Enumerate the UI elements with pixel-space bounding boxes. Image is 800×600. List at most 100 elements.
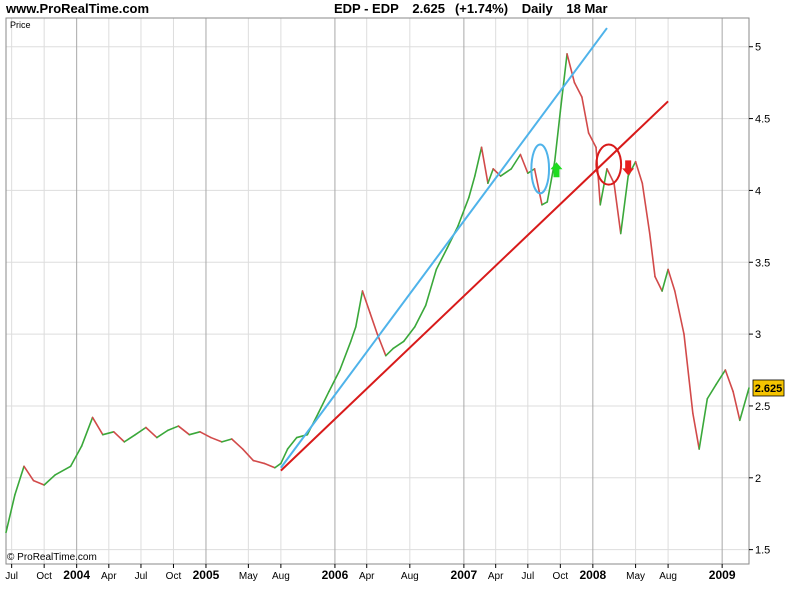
- site-title[interactable]: www.ProRealTime.com: [6, 1, 150, 16]
- x-tick-label: Apr: [359, 571, 375, 582]
- price-segment: [724, 369, 734, 393]
- price-segment: [661, 268, 669, 292]
- price-segment: [5, 494, 16, 534]
- y-tick-label: 3: [755, 329, 761, 341]
- x-tick-label: May: [239, 571, 258, 582]
- price-segment: [413, 304, 427, 328]
- price-segment: [599, 168, 608, 206]
- price-segment: [732, 390, 741, 422]
- price-segment: [654, 275, 663, 292]
- price-series: [5, 53, 750, 534]
- price-segment: [692, 412, 700, 450]
- y-tick-label: 1.5: [755, 545, 770, 557]
- price-segment: [606, 168, 615, 185]
- ellipse-blue: [530, 143, 551, 195]
- price-segment: [474, 146, 483, 177]
- price-segment: [385, 347, 395, 357]
- y-tick-label: 2: [755, 473, 761, 485]
- x-tick-label: May: [626, 571, 645, 582]
- price-segment: [230, 438, 244, 450]
- price-segment: [112, 431, 126, 443]
- x-tick-label: Jul: [135, 571, 148, 582]
- x-tick-label: Oct: [166, 571, 182, 582]
- y-tick-label: 5: [755, 42, 761, 54]
- up-arrow-icon: [550, 162, 563, 178]
- price-segment: [706, 383, 717, 400]
- price-segment: [102, 431, 115, 436]
- last-price-badge-label: 2.625: [755, 383, 783, 395]
- price-segment: [210, 436, 223, 443]
- price-segment: [14, 465, 25, 496]
- price-segment: [286, 436, 298, 450]
- price-segment: [435, 247, 449, 271]
- price-segment: [487, 168, 495, 185]
- price-segment: [613, 182, 622, 235]
- price-segment: [80, 416, 94, 447]
- x-tick-label: Oct: [36, 571, 52, 582]
- price-segment: [354, 290, 364, 328]
- trendline-fast: [280, 27, 608, 469]
- copyright-label: © ProRealTime.com: [7, 552, 97, 563]
- price-segment: [188, 431, 201, 436]
- x-tick-label: Apr: [488, 571, 504, 582]
- x-tick-label: 2004: [63, 568, 90, 582]
- x-tick-label: 2006: [322, 568, 349, 582]
- y-tick-label: 4: [755, 185, 761, 197]
- price-segment: [457, 196, 470, 228]
- price-segment: [648, 232, 656, 278]
- price-segment: [339, 340, 352, 371]
- x-tick-label: 2009: [709, 568, 736, 582]
- period-label: Daily: [521, 1, 553, 16]
- price-segment: [739, 387, 750, 422]
- price-segment: [252, 459, 266, 465]
- price-segment: [199, 431, 212, 439]
- x-tick-label: Jul: [5, 571, 18, 582]
- price-segment: [376, 333, 387, 357]
- price-segment: [177, 425, 191, 436]
- price-segment: [581, 96, 590, 134]
- x-tick-label: Aug: [272, 571, 290, 582]
- price-segment: [566, 53, 576, 84]
- price-segment: [134, 426, 147, 436]
- last-price-badge: [752, 379, 785, 397]
- price-segment: [641, 182, 651, 235]
- x-tick-label: Aug: [659, 571, 677, 582]
- price-segment: [468, 175, 476, 199]
- price-segment: [480, 146, 489, 185]
- ellipse-red: [595, 143, 623, 186]
- price-segment: [263, 462, 276, 469]
- price-segment: [519, 153, 529, 174]
- price-segment: [221, 438, 233, 443]
- x-tick-label: Oct: [553, 571, 569, 582]
- plot-frame: [5, 17, 750, 565]
- price-segment: [492, 168, 502, 177]
- x-tick-label: Jul: [521, 571, 534, 582]
- price-segment: [559, 53, 568, 113]
- y-axis-label: Price: [10, 20, 31, 30]
- instrument-label: EDP - EDP: [334, 1, 399, 16]
- price-segment: [369, 311, 379, 335]
- price-segment: [674, 290, 685, 335]
- price-segment: [43, 474, 56, 486]
- price-segment: [634, 160, 644, 185]
- price-segment: [619, 175, 629, 235]
- down-arrow-icon: [622, 160, 635, 176]
- price-segment: [91, 416, 104, 436]
- x-tick-label: Aug: [401, 571, 419, 582]
- y-tick-label: 4.5: [755, 114, 770, 126]
- price-segment: [424, 268, 438, 307]
- price-segment: [683, 333, 694, 414]
- annotations: [280, 27, 669, 472]
- x-tick-label: 2007: [451, 568, 478, 582]
- price-segment: [403, 326, 416, 343]
- price-segment: [510, 153, 522, 170]
- price-segment: [167, 425, 180, 432]
- price-segment: [361, 290, 371, 314]
- price-segment: [573, 81, 583, 98]
- x-tick-label: 2008: [579, 568, 606, 582]
- price-segment: [587, 132, 597, 149]
- price-segment: [392, 340, 405, 350]
- trendline-slow: [280, 100, 669, 472]
